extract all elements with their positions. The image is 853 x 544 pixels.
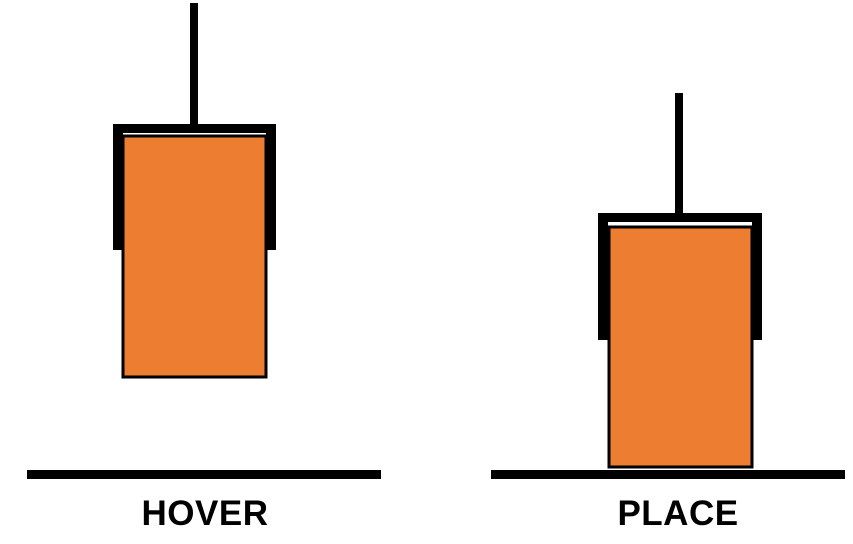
place-ground-line xyxy=(491,470,845,479)
place-gripper-left-jaw xyxy=(598,213,608,340)
hover-gripper-rod xyxy=(190,3,198,128)
place-gripper-right-jaw xyxy=(752,213,762,340)
hover-block xyxy=(121,134,268,379)
hover-gripper-bar xyxy=(113,124,276,133)
hover-gripper-left-jaw xyxy=(113,124,123,250)
hover-panel xyxy=(27,3,381,479)
hover-gripper-right-jaw xyxy=(266,124,276,250)
place-gripper-bar xyxy=(598,213,762,222)
hover-label: HOVER xyxy=(141,494,269,533)
place-label: PLACE xyxy=(617,494,739,533)
place-panel xyxy=(491,93,845,479)
place-block xyxy=(607,225,754,469)
place-gripper-rod xyxy=(675,93,683,218)
hover-ground-line xyxy=(27,470,381,479)
